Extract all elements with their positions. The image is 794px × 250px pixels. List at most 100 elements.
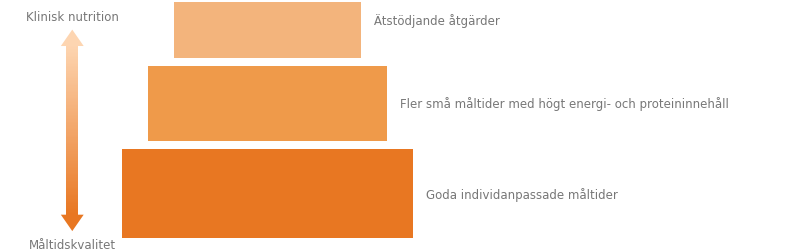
Bar xyxy=(66,93,79,94)
Polygon shape xyxy=(61,215,83,231)
Bar xyxy=(66,177,79,178)
Bar xyxy=(66,195,79,197)
Bar xyxy=(66,188,79,190)
Bar xyxy=(66,148,79,149)
Bar xyxy=(66,106,79,107)
Bar xyxy=(66,173,79,174)
Bar xyxy=(66,180,79,181)
Bar xyxy=(66,198,79,200)
Bar xyxy=(66,164,79,166)
Text: Måltidskvalitet: Måltidskvalitet xyxy=(29,238,116,250)
Bar xyxy=(66,205,79,206)
Bar xyxy=(66,118,79,120)
Bar xyxy=(66,68,79,69)
Bar xyxy=(66,58,79,59)
Bar xyxy=(66,65,79,66)
Bar xyxy=(66,92,79,93)
Bar xyxy=(66,89,79,90)
Bar xyxy=(66,194,79,195)
Bar xyxy=(66,197,79,198)
Bar xyxy=(66,181,79,183)
Bar xyxy=(66,150,79,152)
Bar xyxy=(66,208,79,209)
Bar xyxy=(66,86,79,88)
Bar xyxy=(66,74,79,75)
Bar xyxy=(66,149,79,150)
Bar xyxy=(66,169,79,170)
Bar xyxy=(66,50,79,51)
Bar xyxy=(66,64,79,65)
Bar xyxy=(66,83,79,85)
Bar xyxy=(66,160,79,162)
Bar xyxy=(66,66,79,68)
Bar xyxy=(66,71,79,72)
Bar xyxy=(66,94,79,96)
Bar xyxy=(66,88,79,89)
Bar xyxy=(66,212,79,214)
Bar xyxy=(66,206,79,208)
Bar xyxy=(66,163,79,164)
Bar xyxy=(66,156,79,158)
Bar xyxy=(66,96,79,97)
Bar xyxy=(66,125,79,127)
Bar xyxy=(66,167,79,169)
Bar xyxy=(66,69,79,71)
Bar xyxy=(66,130,79,131)
Bar xyxy=(66,178,79,180)
Bar xyxy=(66,111,79,113)
Bar xyxy=(66,102,79,103)
Bar xyxy=(148,67,387,141)
Bar xyxy=(66,136,79,138)
Bar xyxy=(66,104,79,106)
Bar xyxy=(66,134,79,135)
Bar xyxy=(66,103,79,104)
Bar xyxy=(66,52,79,54)
Bar xyxy=(66,100,79,102)
Bar xyxy=(66,97,79,99)
Bar xyxy=(66,78,79,79)
Bar xyxy=(66,144,79,145)
Bar xyxy=(66,61,79,62)
Bar xyxy=(66,146,79,148)
Text: Goda individanpassade måltider: Goda individanpassade måltider xyxy=(426,187,618,201)
Bar xyxy=(66,158,79,159)
Bar xyxy=(66,191,79,192)
Bar xyxy=(66,122,79,124)
Bar xyxy=(66,57,79,58)
Bar xyxy=(66,55,79,57)
Bar xyxy=(174,0,360,58)
Bar xyxy=(122,150,413,238)
Polygon shape xyxy=(61,30,83,47)
Bar xyxy=(66,124,79,125)
Bar xyxy=(66,166,79,167)
Bar xyxy=(66,153,79,155)
Bar xyxy=(66,201,79,202)
Bar xyxy=(66,152,79,153)
Bar xyxy=(66,155,79,156)
Bar xyxy=(66,76,79,78)
Bar xyxy=(66,72,79,74)
Bar xyxy=(66,159,79,160)
Bar xyxy=(66,176,79,177)
Bar xyxy=(66,139,79,141)
Bar xyxy=(66,90,79,92)
Bar xyxy=(66,209,79,211)
Bar xyxy=(66,113,79,114)
Bar xyxy=(66,214,79,215)
Bar xyxy=(66,200,79,201)
Bar xyxy=(66,51,79,52)
Bar xyxy=(66,127,79,128)
Bar xyxy=(66,186,79,187)
Bar xyxy=(66,187,79,188)
Bar xyxy=(66,145,79,146)
Bar xyxy=(66,120,79,121)
Text: Ätstödjande åtgärder: Ätstödjande åtgärder xyxy=(374,14,500,28)
Bar xyxy=(66,135,79,136)
Bar xyxy=(66,82,79,83)
Bar xyxy=(66,172,79,173)
Bar xyxy=(66,117,79,118)
Bar xyxy=(66,99,79,100)
Bar xyxy=(66,138,79,139)
Bar xyxy=(66,108,79,110)
Bar xyxy=(66,211,79,212)
